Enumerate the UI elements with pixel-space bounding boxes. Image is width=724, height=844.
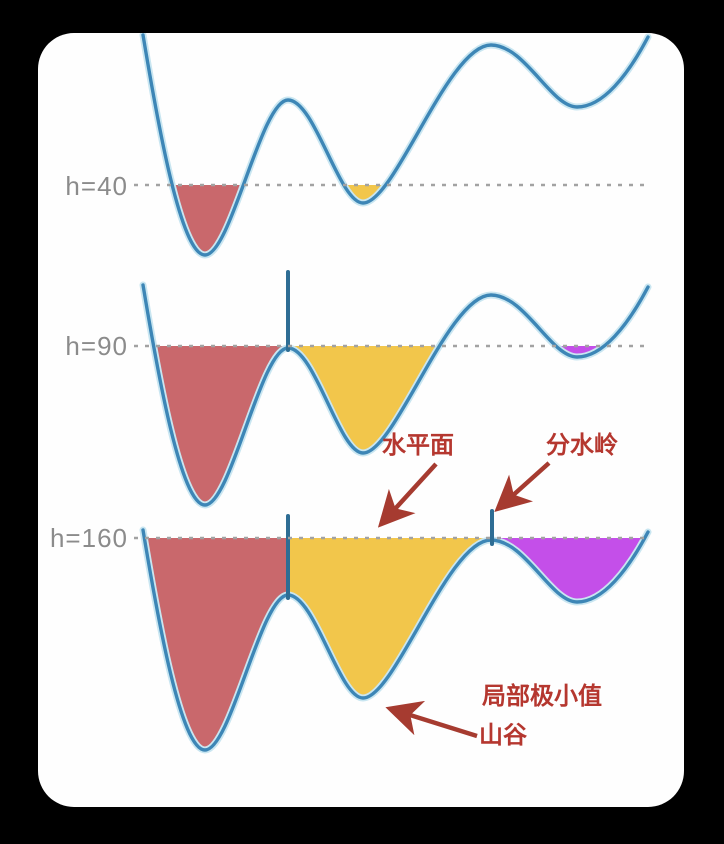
local-minimum-arrow <box>385 700 478 739</box>
height-label-h90: h=90 <box>65 331 128 361</box>
watershed-arrow <box>494 461 551 513</box>
water-level-arrow <box>377 462 438 528</box>
height-label-h160: h=160 <box>49 523 128 553</box>
terrain-curve <box>141 283 650 507</box>
panel-h40 <box>134 33 652 259</box>
local-minimum-annotation: 局部极小值 <box>482 683 602 710</box>
watershed-annotation: 分水岭 <box>546 432 618 459</box>
height-label-h40: h=40 <box>65 171 128 201</box>
annotation-arrows <box>377 461 551 739</box>
water-level-annotation: 水平面 <box>382 432 454 459</box>
basin-yellow-fill <box>288 346 518 501</box>
terrain-curve <box>141 33 650 257</box>
basin-red-fill <box>143 538 288 750</box>
diagram-card: h=40 h=90 h=160 水平面 分水岭 局部极小值 山谷 <box>38 33 684 807</box>
panel-h160 <box>134 509 652 754</box>
valley-annotation: 山谷 <box>479 722 527 749</box>
watershed-diagram <box>134 33 652 754</box>
terrain-curve <box>141 528 650 752</box>
